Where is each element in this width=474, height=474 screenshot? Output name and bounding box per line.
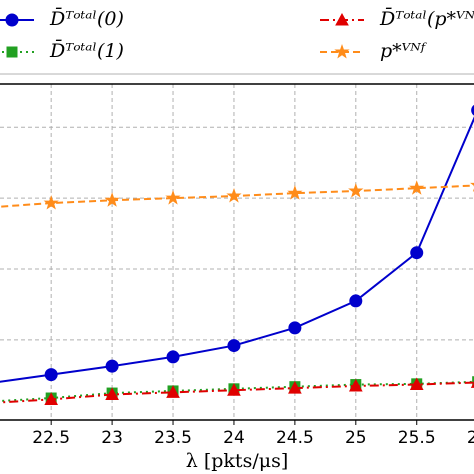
grid — [0, 84, 474, 420]
legend: D̄ᵀᵒᵗᵃˡ(0) D̄ᵀᵒᵗᵃˡ(1) D̄ᵀᵒᵗᵃˡ(p*ⱽᴺᶠ) p*ⱽᴺᶠ — [0, 7, 474, 62]
data-point — [470, 382, 474, 388]
data-point — [410, 246, 424, 260]
x-tick-label: 23.5 — [154, 428, 192, 448]
legend-label: D̄ᵀᵒᵗᵃˡ(0) — [49, 7, 124, 30]
data-point — [227, 339, 241, 353]
legend-label: D̄ᵀᵒᵗᵃˡ(p*ⱽᴺᶠ) — [379, 7, 474, 30]
data-point — [5, 13, 19, 27]
x-axis-label: λ [pkts/μs] — [186, 450, 288, 472]
data-point — [287, 185, 303, 200]
data-point — [348, 182, 364, 198]
data-point — [334, 43, 350, 59]
x-axis: 22.5 23 23.5 24 24.5 25 25.5 26 — [32, 420, 474, 448]
data-point — [409, 180, 425, 195]
data-point — [44, 368, 58, 382]
data-point — [288, 381, 302, 394]
x-tick-label: 25 — [345, 428, 367, 448]
data-point — [335, 12, 349, 26]
x-tick-label: 22.5 — [32, 428, 70, 448]
data-point — [166, 385, 180, 398]
legend-label: p*ⱽᴺᶠ — [380, 40, 428, 62]
data-point — [166, 350, 180, 364]
data-point — [105, 387, 119, 400]
data-point — [6, 46, 18, 58]
x-tick-label: 25.5 — [398, 428, 436, 448]
x-tick-label: 26 — [467, 428, 474, 448]
data-point — [165, 190, 181, 205]
data-point — [409, 377, 424, 391]
data-point — [471, 104, 474, 116]
plot-area — [0, 104, 474, 405]
x-tick-label: 23 — [101, 428, 123, 448]
data-point — [105, 359, 119, 373]
data-point — [349, 294, 363, 308]
data-point — [226, 187, 242, 203]
x-tick-label: 24.5 — [276, 428, 314, 448]
x-tick-label: 24 — [223, 428, 245, 448]
legend-box — [0, 0, 474, 75]
data-point — [43, 195, 59, 210]
data-point — [348, 378, 363, 392]
data-point — [288, 321, 302, 335]
data-point — [44, 392, 59, 405]
series-line — [0, 381, 474, 404]
legend-label: D̄ᵀᵒᵗᵃˡ(1) — [49, 39, 124, 62]
data-point — [227, 383, 241, 396]
data-point — [104, 192, 120, 207]
